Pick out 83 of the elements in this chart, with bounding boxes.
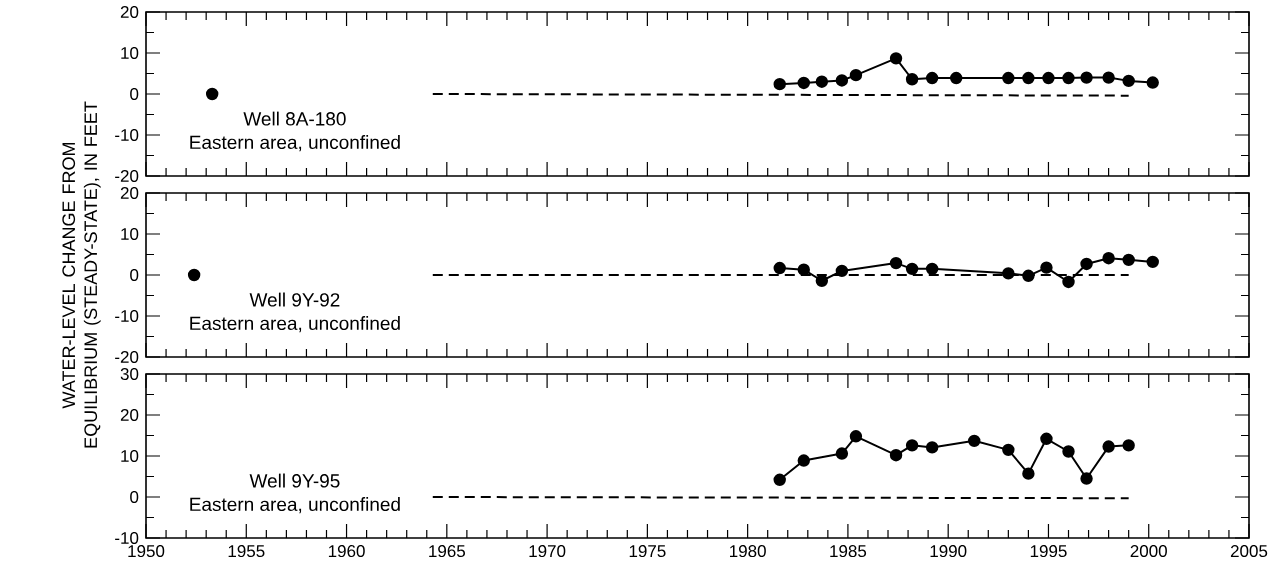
point bbox=[1002, 443, 1015, 457]
point bbox=[1022, 269, 1035, 283]
point bbox=[797, 76, 810, 90]
x-tick-label: 1980 bbox=[730, 545, 766, 558]
point bbox=[815, 274, 829, 287]
point bbox=[1102, 440, 1115, 453]
point bbox=[1122, 439, 1135, 452]
y-tick-label: 30 bbox=[120, 368, 139, 381]
point bbox=[797, 454, 810, 467]
point bbox=[905, 439, 919, 452]
point bbox=[849, 68, 863, 82]
point bbox=[1040, 432, 1053, 445]
annotation: Well 8A-180 bbox=[243, 111, 346, 126]
point bbox=[1122, 74, 1135, 88]
point bbox=[835, 264, 849, 278]
x-tick-label: 1960 bbox=[328, 545, 365, 558]
point bbox=[1040, 261, 1053, 274]
point bbox=[1102, 71, 1115, 84]
x-tick-label: 2000 bbox=[1130, 545, 1167, 558]
point bbox=[1022, 71, 1035, 85]
y-tick-label: 20 bbox=[120, 187, 139, 200]
x-tick-label: 1950 bbox=[128, 545, 165, 558]
point bbox=[1102, 252, 1115, 265]
x-tick-label: 1955 bbox=[228, 545, 265, 558]
point bbox=[187, 268, 201, 282]
x-tick-label: 2005 bbox=[1230, 545, 1268, 558]
point bbox=[905, 73, 919, 86]
point bbox=[1080, 472, 1093, 485]
y-tick-label: 0 bbox=[130, 491, 139, 504]
y-axis-title: WATER-LEVEL CHANGE FROM EQUILIBRIUM (STEADY-STATE), IN FEET bbox=[62, 101, 101, 448]
y-tick-label: -20 bbox=[115, 351, 139, 364]
y-tick-label: -10 bbox=[115, 532, 139, 545]
annotation: Well 9Y-95 bbox=[249, 473, 340, 488]
point bbox=[889, 256, 903, 270]
annotation: Eastern area, unconfined bbox=[190, 497, 400, 514]
point bbox=[773, 261, 786, 275]
point bbox=[773, 77, 786, 91]
point bbox=[1122, 253, 1135, 267]
point bbox=[1062, 275, 1075, 289]
point bbox=[1062, 71, 1075, 85]
point bbox=[950, 71, 963, 85]
point bbox=[1022, 467, 1035, 480]
point bbox=[1146, 255, 1159, 269]
point bbox=[905, 262, 919, 276]
point bbox=[835, 74, 849, 87]
y-tick-label: 10 bbox=[121, 228, 139, 241]
point bbox=[1002, 267, 1015, 280]
x-tick-label: 1995 bbox=[1030, 545, 1067, 558]
point bbox=[968, 434, 981, 448]
y-tick-label: -20 bbox=[115, 170, 139, 183]
x-tick-label: 1990 bbox=[930, 545, 967, 558]
y-tick-label: 10 bbox=[121, 450, 139, 463]
point bbox=[1080, 257, 1093, 271]
annotation: Eastern area, unconfined bbox=[190, 316, 400, 333]
y-tick-label: -10 bbox=[115, 129, 139, 142]
point bbox=[1002, 71, 1015, 85]
point bbox=[773, 473, 786, 486]
y-tick-label: -10 bbox=[115, 310, 139, 323]
point bbox=[1080, 71, 1093, 84]
y-tick-label: 0 bbox=[130, 269, 139, 282]
point bbox=[889, 448, 903, 462]
point bbox=[797, 263, 810, 276]
annotation: Eastern area, unconfined bbox=[190, 135, 400, 152]
annotation: Well 9Y-92 bbox=[249, 292, 340, 307]
point bbox=[1146, 76, 1159, 89]
y-tick-label: 20 bbox=[120, 409, 139, 422]
point bbox=[205, 87, 219, 101]
point bbox=[889, 52, 903, 65]
y-tick-label: 10 bbox=[121, 47, 139, 60]
point bbox=[849, 430, 863, 443]
x-tick-label: 1985 bbox=[830, 545, 867, 558]
point bbox=[835, 447, 849, 460]
x-tick-label: 1970 bbox=[529, 545, 566, 558]
y-tick-label: 20 bbox=[120, 6, 139, 19]
point bbox=[815, 75, 829, 88]
x-tick-label: 1975 bbox=[629, 545, 666, 558]
point bbox=[1062, 445, 1075, 458]
point bbox=[925, 71, 939, 85]
point bbox=[925, 262, 939, 276]
y-tick-label: 0 bbox=[130, 88, 139, 101]
point bbox=[1042, 71, 1055, 85]
x-tick-label: 1965 bbox=[429, 545, 466, 558]
point bbox=[925, 441, 939, 454]
